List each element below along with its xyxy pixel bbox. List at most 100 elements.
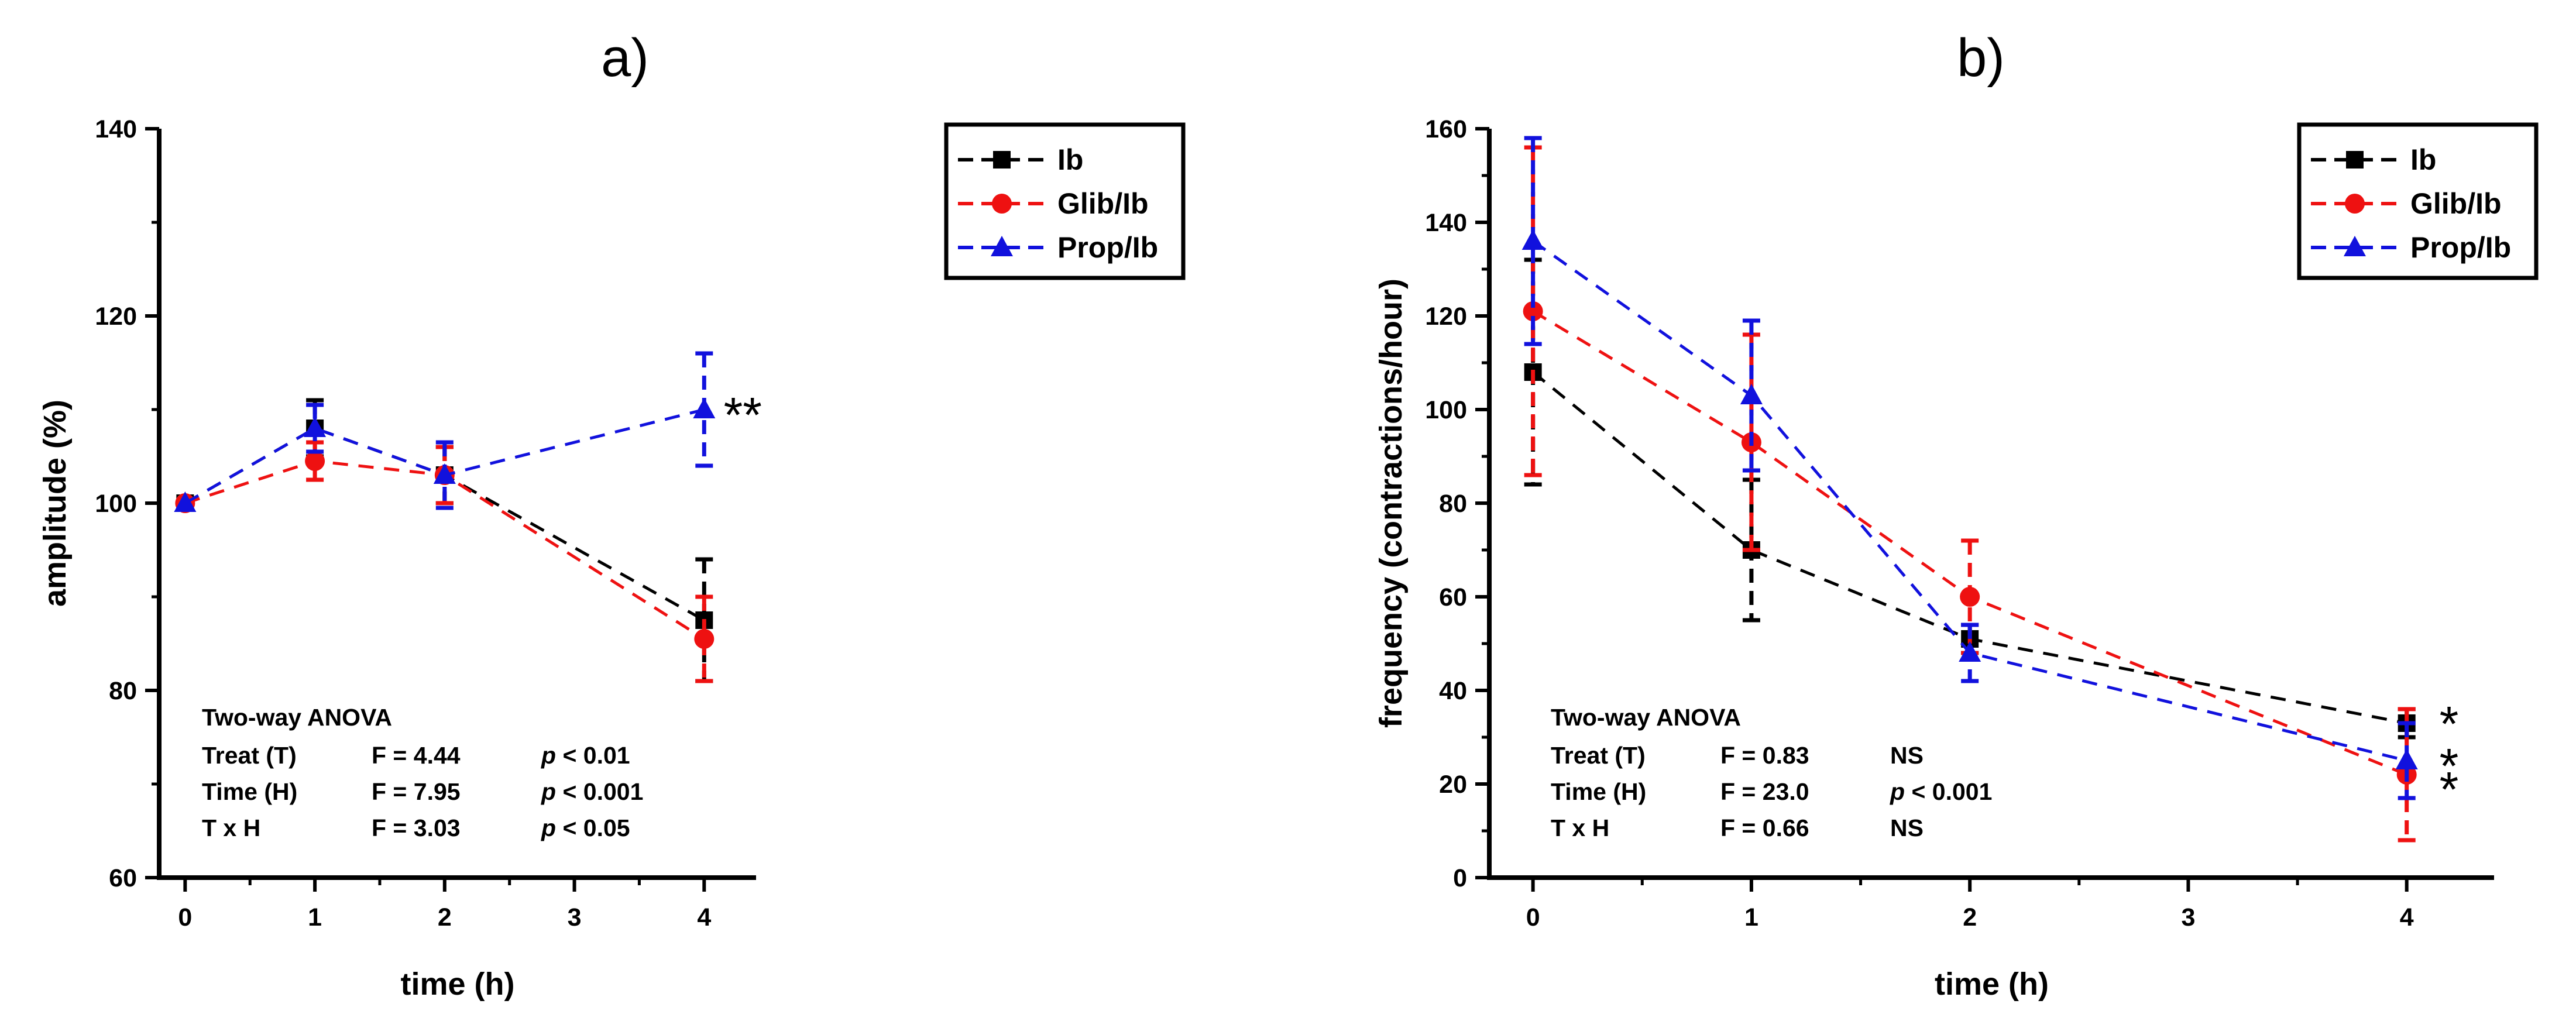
legend-label: Ib [1057,143,1083,176]
x-tick-label: 0 [1526,903,1540,931]
stats-row-f: F = 7.95 [372,778,461,805]
legend-marker [993,151,1011,169]
p-symbol: p [541,778,556,805]
legend-label: Ib [2410,143,2436,176]
stats-row-label: T x H [202,814,260,841]
chart-panel-b: b) 0 20 40 60 80 100 120 140 160 0 1 2 3 4 time (h) freq… [1373,28,2539,1002]
data-point [1523,301,1543,321]
p-symbol: p [541,814,556,841]
series-line [184,459,705,641]
legend-label: Glib/Ib [1057,187,1149,220]
y-tick-label: 20 [1439,771,1467,799]
y-tick-label: 80 [109,677,137,705]
legend-label: Prop/Ib [1057,231,1158,264]
legend-box [2297,122,2539,280]
chart-panel-a: a) 60 80 100 120 140 0 1 2 3 4 time (h) amplitude (%… [37,28,1186,1002]
data-point [1521,229,1544,250]
x-tick-label: 4 [2400,903,2414,931]
legend-box [944,122,1186,280]
y-tick-label: 100 [95,490,137,518]
x-tick-label: 4 [697,903,711,931]
legend-marker [992,194,1012,214]
series-line [1532,239,2407,762]
data-point [694,629,715,649]
y-tick-label: 160 [1425,115,1467,143]
stats-row-label: Time (H) [202,778,297,805]
stats-row-p: p < 0.001 [541,778,643,805]
data-point [433,463,456,484]
significance-marker: * [2440,738,2459,793]
y-tick-label: 120 [1425,302,1467,331]
stats-row-f: F = 3.03 [372,814,461,841]
stats-row-f: F = 4.44 [372,742,461,769]
y-tick-label: 60 [1439,583,1467,611]
legend-marker [991,236,1013,256]
p-value: < 0.01 [556,742,630,769]
y-tick-label: 80 [1439,490,1467,518]
series-ib [1524,257,2416,740]
series-prop-ib [174,351,716,512]
legend-marker [2344,236,2366,256]
significance-marker: ** [724,387,762,442]
legend-marker [2346,151,2364,169]
stats-row-f: F = 0.66 [1720,814,1809,841]
y-tick-label: 140 [1425,209,1467,237]
stats-row-label: Treat (T) [1551,742,1646,769]
y-tick-label: 100 [1425,396,1467,424]
y-tick-label: 120 [95,302,137,331]
series-glib-ib [1523,145,2417,843]
data-point [2395,749,2418,769]
data-point [1959,641,1981,662]
legend-label: Prop/Ib [2410,231,2511,264]
p-value: NS [1890,742,1924,769]
stats-row-label: Treat (T) [202,742,297,769]
significance-marker: * [2440,762,2459,817]
stats-row-p: p < 0.01 [541,742,630,769]
legend: Ib Glib/Ib Prop/Ib [944,122,1186,280]
panel-label: b) [1957,28,2005,88]
stats-title: Two-way ANOVA [1551,704,1741,731]
data-point [305,451,325,471]
stats-row-label: T x H [1551,814,1609,841]
stats-row-f: F = 23.0 [1720,778,1809,805]
series-prop-ib [1521,136,2418,800]
y-tick-label: 0 [1453,864,1467,892]
stats-row-label: Time (H) [1551,778,1646,805]
series-line [1532,310,2407,776]
p-value: NS [1890,814,1924,841]
y-tick-label: 40 [1439,677,1467,705]
panel-label: a) [601,28,649,88]
p-value: < 0.05 [556,814,630,841]
stats-row-p: NS [1890,814,1924,841]
data-point [304,417,327,437]
stats-row-p: p < 0.05 [541,814,630,841]
x-axis-label: time (h) [401,967,515,1002]
legend-marker [2345,194,2365,214]
p-symbol: p [1890,778,1905,805]
y-tick-label: 140 [95,115,137,143]
p-value: < 0.001 [1905,778,1992,805]
stats-row-f: F = 0.83 [1720,742,1809,769]
stats-title: Two-way ANOVA [202,704,392,731]
anova-stats: Two-way ANOVA Treat (T) F = 4.44 p < 0.01 Ti… [202,704,643,841]
anova-stats: Two-way ANOVA Treat (T) F = 0.83 NS Time (H)… [1551,704,1992,841]
x-tick-label: 3 [2181,903,2195,931]
legend: Ib Glib/Ib Prop/Ib [2297,122,2539,280]
p-symbol: p [541,742,556,769]
x-tick-label: 3 [568,903,582,931]
legend-label: Glib/Ib [2410,187,2502,220]
x-axis-label: time (h) [1935,967,2049,1002]
data-point [1740,384,1763,404]
data-point [174,491,197,512]
data-point [1960,587,1980,607]
x-tick-label: 1 [308,903,322,931]
x-tick-label: 2 [1963,903,1977,931]
x-tick-label: 0 [178,903,192,931]
series-line [1532,371,2407,725]
stats-row-p: p < 0.001 [1890,778,1992,805]
data-point [693,398,716,418]
p-value: < 0.001 [556,778,643,805]
x-tick-label: 2 [438,903,452,931]
y-tick-label: 60 [109,864,137,892]
y-axis-label: amplitude (%) [37,400,73,607]
